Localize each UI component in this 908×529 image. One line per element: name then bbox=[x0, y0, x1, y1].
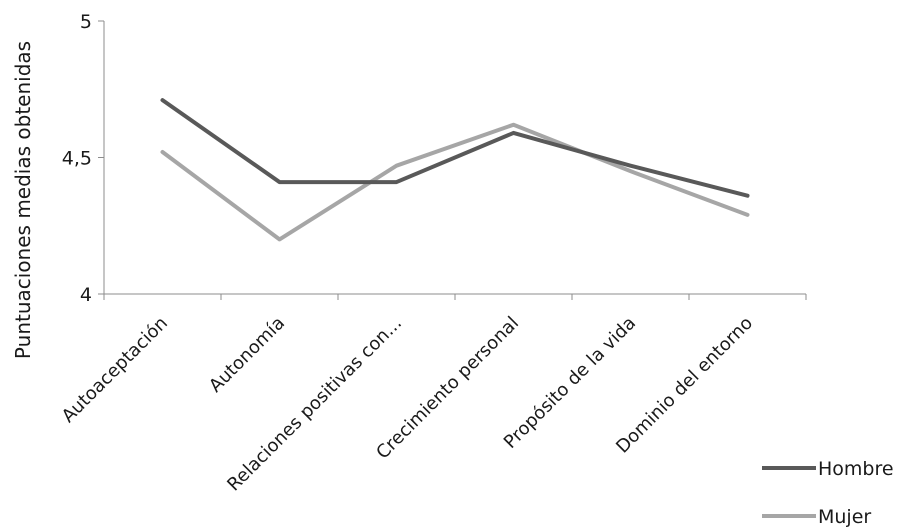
legend-label-hombre: Hombre bbox=[818, 458, 894, 480]
y-tick-label: 5 bbox=[80, 11, 92, 33]
legend-label-mujer: Mujer bbox=[818, 506, 871, 528]
x-category-label: Autoaceptación bbox=[58, 313, 172, 427]
y-axis-label: Puntuaciones medias obtenidas bbox=[11, 41, 35, 359]
y-tick-label: 4 bbox=[80, 284, 92, 306]
x-category-label: Autonomía bbox=[205, 313, 289, 397]
y-tick-label: 4,5 bbox=[62, 148, 92, 170]
series-lines bbox=[160, 98, 750, 242]
x-category-label: Dominio del entorno bbox=[612, 313, 757, 458]
y-ticks: 44,55 bbox=[62, 11, 104, 306]
x-category-label: Propósito de la vida bbox=[500, 313, 640, 453]
series-line-hombre bbox=[160, 98, 750, 198]
legend: Hombre Mujer bbox=[762, 458, 894, 528]
series-line-mujer bbox=[160, 122, 750, 242]
